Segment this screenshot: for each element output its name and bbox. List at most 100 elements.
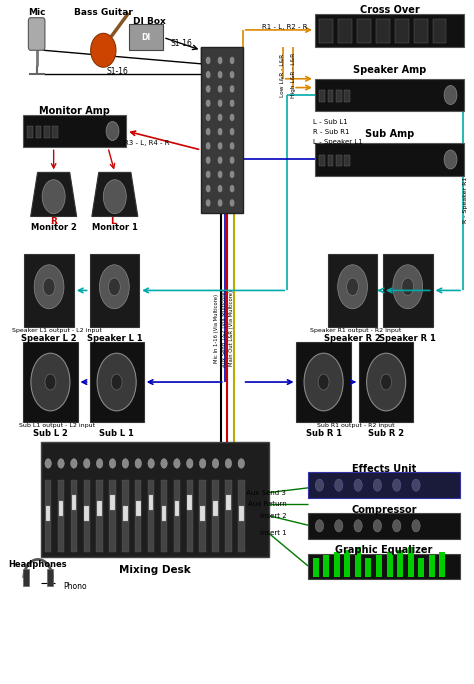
Text: Speaker R 1: Speaker R 1 [379,334,436,343]
Circle shape [205,70,211,79]
Bar [319,90,325,101]
Bar [213,501,218,516]
Text: Mic: Mic [28,8,46,18]
Circle shape [229,56,235,64]
Circle shape [205,199,211,207]
Circle shape [148,459,155,468]
Bar [225,480,232,551]
Circle shape [366,353,406,411]
Circle shape [218,99,223,107]
Bar [201,506,205,521]
Circle shape [393,265,423,308]
Bar [109,480,116,551]
Circle shape [402,278,414,295]
Text: Low L&R - L&R: Low L&R - L&R [280,54,285,97]
Bar [71,480,77,551]
Bar [439,552,446,577]
Text: High L&R - L&R: High L&R - L&R [291,53,296,98]
FancyBboxPatch shape [28,18,45,50]
FancyBboxPatch shape [23,115,126,147]
Circle shape [97,353,136,411]
Bar [23,568,29,586]
Text: Sub L 2: Sub L 2 [33,429,68,438]
Circle shape [392,479,401,491]
Circle shape [103,180,126,213]
Text: Bass Guitar: Bass Guitar [74,8,133,18]
Circle shape [225,459,232,468]
Bar [96,480,103,551]
Circle shape [444,150,457,169]
Circle shape [218,85,223,93]
Text: DI Box: DI Box [133,17,166,26]
Bar [58,480,64,551]
Text: Speaker L1 output - L2 input: Speaker L1 output - L2 input [12,328,102,332]
FancyBboxPatch shape [24,254,74,327]
Text: Sub L 1: Sub L 1 [99,429,134,438]
Text: Insert 1: Insert 1 [260,530,286,536]
Circle shape [205,170,211,179]
Polygon shape [31,172,77,217]
Circle shape [83,459,90,468]
Circle shape [392,520,401,532]
Circle shape [212,459,219,468]
Text: DI: DI [141,33,150,42]
Text: Headphones: Headphones [9,560,67,570]
Circle shape [135,459,142,468]
Circle shape [218,70,223,79]
Bar [419,557,424,577]
Bar [344,155,350,166]
Circle shape [122,459,128,468]
Bar [110,495,115,510]
Circle shape [218,56,223,64]
Circle shape [218,142,223,150]
Text: R - Speaker R1: R - Speaker R1 [463,176,468,223]
Text: Sub R 1: Sub R 1 [306,429,342,438]
Circle shape [31,353,70,411]
Circle shape [238,459,245,468]
FancyBboxPatch shape [128,25,163,50]
FancyBboxPatch shape [201,47,243,213]
FancyBboxPatch shape [41,442,269,557]
Circle shape [71,459,77,468]
Text: Aux Send 3: Aux Send 3 [246,490,286,496]
Circle shape [205,114,211,122]
Bar [357,19,371,44]
Circle shape [229,70,235,79]
Text: Speaker R1 output - R2 input: Speaker R1 output - R2 input [310,328,401,332]
FancyBboxPatch shape [315,14,465,47]
Text: Cross Over: Cross Over [360,5,419,15]
Circle shape [304,353,343,411]
Bar [338,19,352,44]
Circle shape [229,114,235,122]
Text: R - Sub R1: R - Sub R1 [313,129,349,135]
Circle shape [229,99,235,107]
Circle shape [218,185,223,193]
Circle shape [373,520,382,532]
Bar [344,90,350,101]
Circle shape [354,479,362,491]
Bar [212,480,219,551]
Circle shape [205,85,211,93]
Circle shape [412,520,420,532]
Bar [148,480,155,551]
Text: S1-16: S1-16 [106,68,128,77]
Bar [323,555,329,577]
FancyBboxPatch shape [308,553,460,579]
Text: Sub R1 output - R2 input: Sub R1 output - R2 input [317,423,394,428]
Bar [319,19,333,44]
FancyBboxPatch shape [90,254,139,327]
Bar [414,19,428,44]
Bar [387,552,392,577]
Circle shape [412,479,420,491]
Text: Mic In 1-16 (Via Multicore): Mic In 1-16 (Via Multicore) [214,294,219,363]
Text: Phono: Phono [64,581,87,591]
Text: S1-16: S1-16 [171,39,192,48]
Circle shape [315,479,324,491]
Circle shape [100,265,129,308]
Circle shape [229,156,235,164]
Circle shape [218,199,223,207]
FancyBboxPatch shape [23,342,78,422]
Bar [336,155,342,166]
Bar [238,480,245,551]
Circle shape [106,122,119,140]
